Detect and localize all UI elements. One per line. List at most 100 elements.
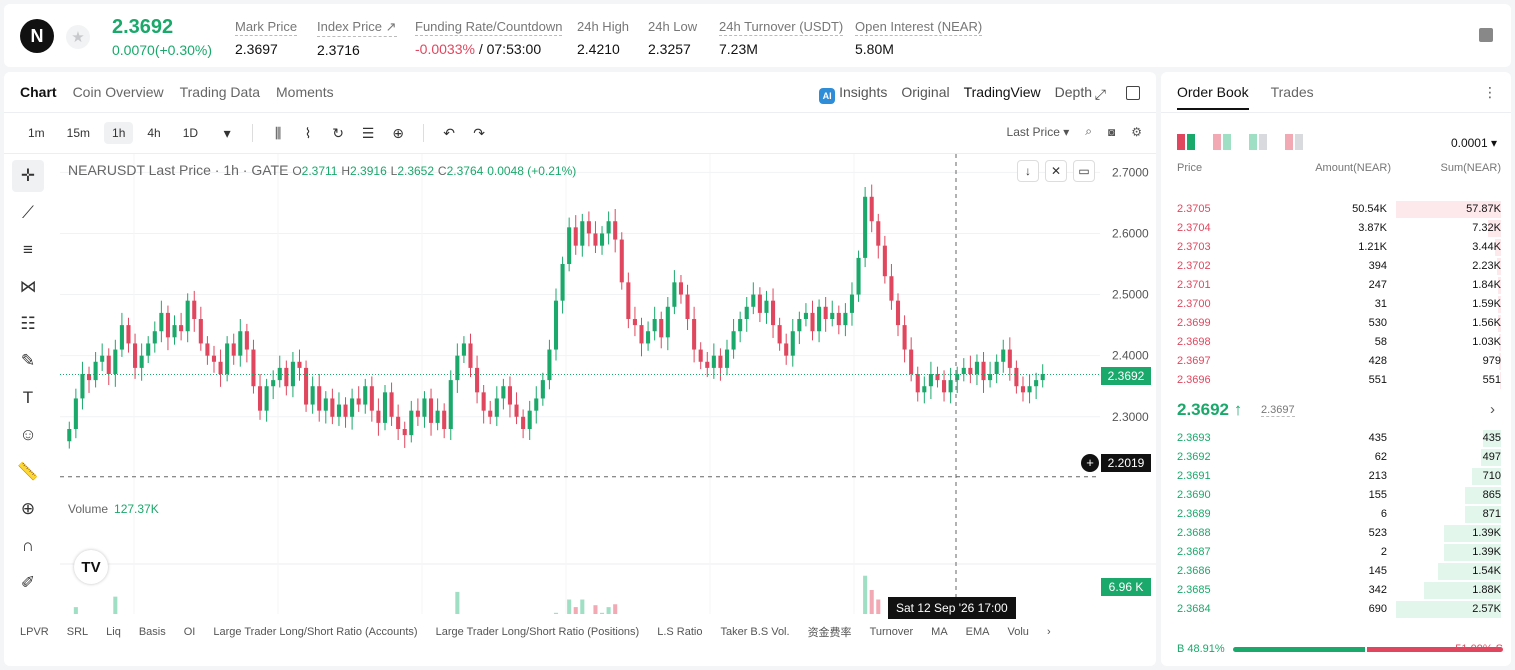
indicator-lpvr[interactable]: LPVR — [20, 626, 49, 638]
indicator-basis[interactable]: Basis — [138, 626, 166, 638]
stat-index-price[interactable]: Index Price ↗ 2.3716 — [317, 18, 397, 58]
tab-chart[interactable]: Chart — [20, 84, 57, 100]
indicator-taker-vol[interactable]: Taker B.S Vol. — [720, 626, 790, 638]
text-icon[interactable]: T — [22, 388, 34, 407]
indicator-liq[interactable]: Liq — [106, 626, 121, 638]
bid-row[interactable]: 2.3693 435 435 — [1161, 429, 1511, 448]
ask-row[interactable]: 2.3697 428 979 — [1161, 352, 1511, 371]
price-type-select[interactable]: Last Price ▾ — [1006, 124, 1070, 139]
indicator-srl[interactable]: SRL — [66, 626, 89, 638]
tab-depth[interactable]: Depth — [1054, 84, 1092, 100]
view-asks-icon[interactable] — [1285, 134, 1303, 150]
bid-row[interactable]: 2.3687 2 1.39K — [1161, 543, 1511, 562]
refresh-icon[interactable]: ↻ — [332, 125, 344, 141]
tab-trades[interactable]: Trades — [1270, 84, 1314, 100]
timeframe-1d[interactable]: 1D — [182, 126, 199, 140]
indicator-lt-positions[interactable]: Large Trader Long/Short Ratio (Positions… — [435, 626, 640, 638]
view-split-icon[interactable] — [1213, 134, 1231, 150]
ask-row[interactable]: 2.3696 551 551 — [1161, 371, 1511, 390]
trendline-icon[interactable]: ⟋ — [22, 203, 34, 222]
stat-funding-rate[interactable]: Funding Rate/Countdown -0.0033% / 07:53:… — [415, 18, 563, 57]
ask-row[interactable]: 2.3698 58 1.03K — [1161, 333, 1511, 352]
tick-size-value: 0.0001 — [1450, 136, 1488, 150]
add-alert-icon[interactable]: ⊕ — [392, 125, 404, 141]
timeframe-1h[interactable]: 1h — [104, 122, 134, 144]
ask-row[interactable]: 2.3699 530 1.56K — [1161, 314, 1511, 333]
bid-amount: 435 — [1368, 432, 1387, 444]
indicator-ls-ratio[interactable]: L.S Ratio — [657, 626, 703, 638]
indicator-turnover[interactable]: Turnover — [869, 626, 914, 638]
expand-icon[interactable]: ⤢ — [1094, 86, 1106, 102]
tab-original[interactable]: Original — [901, 84, 950, 100]
camera-icon[interactable]: ◙ — [1107, 124, 1116, 139]
view-bids-icon[interactable] — [1249, 134, 1267, 150]
more-icon[interactable]: ⋮ — [1483, 84, 1497, 100]
fib-icon[interactable]: ☷ — [20, 314, 36, 333]
chevron-down-icon[interactable]: ▾ — [223, 125, 231, 141]
candle-body — [514, 404, 519, 417]
indicator-ema[interactable]: EMA — [965, 626, 990, 638]
emoji-icon[interactable]: ☺ — [19, 425, 37, 444]
search-icon[interactable]: ⌕ — [1085, 124, 1092, 138]
price-chart[interactable]: 2.70002.60002.50002.40002.30007891011128… — [60, 154, 1156, 614]
timeframe-15m[interactable]: 15m — [66, 126, 91, 140]
indicator-funding[interactable]: 资金费率 — [807, 627, 852, 639]
bid-row[interactable]: 2.3692 62 497 — [1161, 448, 1511, 467]
tradingview-logo-icon[interactable]: TV — [74, 550, 108, 584]
bid-row[interactable]: 2.3684 690 2.57K — [1161, 600, 1511, 619]
chevron-right-icon[interactable]: › — [1046, 626, 1051, 638]
stat-24h-turnover[interactable]: 24h Turnover (USDT) 7.23M — [719, 18, 844, 57]
tab-tradingview[interactable]: TradingView — [963, 84, 1041, 100]
fullscreen-icon[interactable] — [1126, 86, 1140, 100]
magnet-icon[interactable]: ∩ — [21, 536, 35, 555]
bid-row[interactable]: 2.3686 145 1.54K — [1161, 562, 1511, 581]
tab-trading-data[interactable]: Trading Data — [179, 84, 261, 100]
indicators-icon[interactable]: ⌇ — [304, 125, 312, 141]
redo-icon[interactable]: ↷ — [473, 125, 485, 141]
template-icon[interactable]: ☰ — [361, 125, 375, 141]
channel-icon[interactable]: ≡ — [23, 240, 33, 259]
candle-body — [777, 325, 782, 344]
brush-icon[interactable]: ✎ — [20, 351, 36, 370]
stat-mark-price[interactable]: Mark Price 2.3697 — [235, 18, 298, 57]
pattern-icon[interactable]: ⋈ — [19, 277, 37, 296]
ruler-icon[interactable]: 📏 — [17, 462, 39, 481]
tab-coin-overview[interactable]: Coin Overview — [72, 84, 164, 100]
tab-order-book[interactable]: Order Book — [1177, 84, 1249, 110]
tick-size-select[interactable]: 0.0001 ▾ — [1450, 136, 1497, 150]
layout-icon[interactable]: ▭ — [1073, 160, 1095, 182]
collapse-icon[interactable]: ✕ — [1045, 160, 1067, 182]
tab-insights[interactable]: AI Insights — [819, 84, 887, 104]
timeframe-1m[interactable]: 1m — [28, 126, 45, 140]
favorite-star-icon[interactable]: ★ — [66, 25, 90, 49]
undo-icon[interactable]: ↶ — [443, 125, 455, 141]
crosshair-icon[interactable]: ✛ — [12, 160, 44, 192]
add-line-icon[interactable]: + — [1081, 454, 1099, 472]
arrow-down-icon[interactable]: ↓ — [1017, 160, 1039, 182]
bid-row[interactable]: 2.3688 523 1.39K — [1161, 524, 1511, 543]
bid-row[interactable]: 2.3691 213 710 — [1161, 467, 1511, 486]
candle-type-icon[interactable]: ⫼ — [274, 125, 282, 141]
chevron-right-icon[interactable]: › — [1490, 401, 1495, 418]
view-both-icon[interactable] — [1177, 134, 1195, 150]
indicator-volume[interactable]: Volu — [1007, 626, 1029, 638]
indicator-ma[interactable]: MA — [931, 626, 948, 638]
ask-row[interactable]: 2.3701 247 1.84K — [1161, 276, 1511, 295]
ask-row[interactable]: 2.3705 50.54K 57.87K — [1161, 200, 1511, 219]
stat-open-interest[interactable]: Open Interest (NEAR) 5.80M — [855, 18, 983, 57]
ask-row[interactable]: 2.3703 1.21K 3.44K — [1161, 238, 1511, 257]
ask-row[interactable]: 2.3704 3.87K 7.32K — [1161, 219, 1511, 238]
tab-moments[interactable]: Moments — [276, 84, 334, 100]
pencil-icon[interactable]: ✐ — [20, 573, 36, 592]
bid-row[interactable]: 2.3690 155 865 — [1161, 486, 1511, 505]
ask-row[interactable]: 2.3702 394 2.23K — [1161, 257, 1511, 276]
indicator-oi[interactable]: OI — [183, 626, 196, 638]
ask-row[interactable]: 2.3700 31 1.59K — [1161, 295, 1511, 314]
bid-row[interactable]: 2.3685 342 1.88K — [1161, 581, 1511, 600]
zoom-in-icon[interactable]: ⊕ — [20, 499, 36, 518]
gear-icon[interactable]: ⚙ — [1131, 124, 1142, 139]
indicator-lt-accounts[interactable]: Large Trader Long/Short Ratio (Accounts) — [213, 626, 418, 638]
timeframe-4h[interactable]: 4h — [147, 126, 161, 140]
bid-row[interactable]: 2.3689 6 871 — [1161, 505, 1511, 524]
book-icon[interactable] — [1479, 28, 1493, 42]
